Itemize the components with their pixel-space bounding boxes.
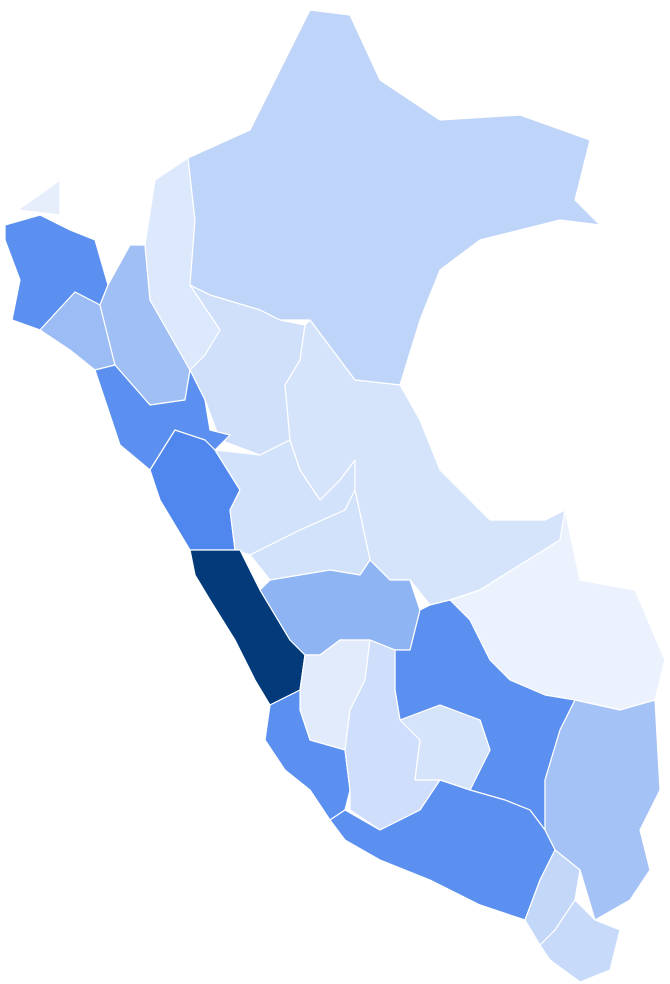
region bbox=[94, 364, 231, 471]
region bbox=[329, 779, 556, 921]
region bbox=[264, 689, 351, 821]
region bbox=[539, 899, 621, 983]
region bbox=[149, 429, 241, 551]
region bbox=[17, 179, 61, 216]
